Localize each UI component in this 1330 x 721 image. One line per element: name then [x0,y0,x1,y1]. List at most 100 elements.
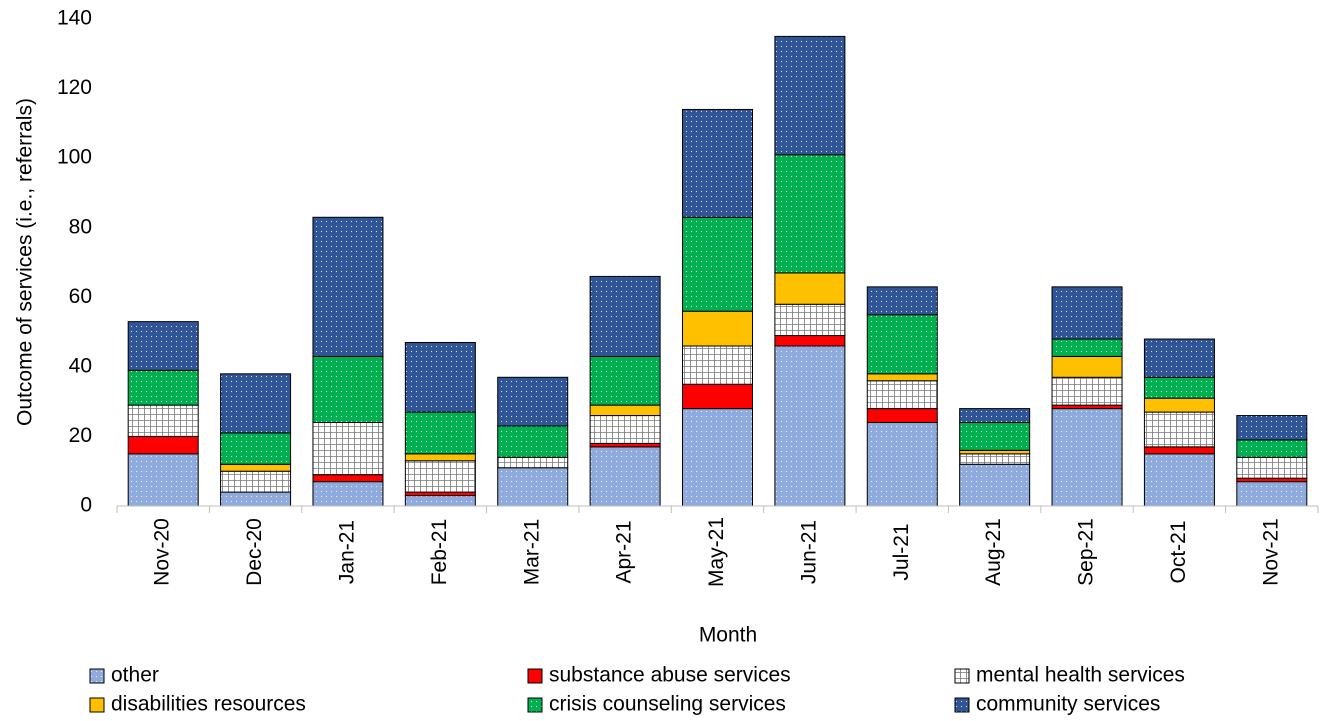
legend-label: other [111,664,159,687]
legend-label: mental health services [976,664,1185,687]
x-tick-label: Feb-21 [428,519,451,586]
bar-segment [312,474,384,483]
bar-segment [589,446,661,507]
bar-segment [127,453,199,507]
bar-segment [404,491,476,497]
y-tick-label: 140 [57,7,92,30]
bar-segment [959,449,1031,455]
bar-segment [589,404,661,417]
y-axis-title: Outcome of services (i.e., referrals) [14,98,37,426]
bar-segment [774,272,846,305]
bar-segment [127,369,199,406]
y-tick-label: 120 [57,76,92,99]
x-tick-label: Jun-21 [797,520,820,584]
bar-segment [1051,404,1123,410]
bar-segment [1143,376,1215,399]
bar-segment [127,404,199,437]
x-tick-label: Jul-21 [890,523,913,580]
bar-segment [127,435,199,455]
bar-segment [497,456,569,469]
bar-segment [220,432,292,465]
legend-swatch [527,697,543,713]
bar-segment [1236,481,1308,507]
bar-segment [866,286,938,316]
bar-segment [1051,338,1123,357]
bar-segment [682,310,753,347]
legend-label: crisis counseling services [549,693,786,716]
y-tick-label: 80 [69,215,92,238]
bar-segment [127,321,199,371]
bar-segment [774,35,846,156]
bar-segment [404,453,476,462]
bar-segment [866,314,938,375]
legend-swatch [89,668,105,684]
bar-segment [589,355,661,406]
x-tick-label: Sep-21 [1075,518,1098,586]
y-tick-label: 100 [57,146,92,169]
bar-segment [866,380,938,410]
x-tick-label: Dec-20 [243,518,266,586]
bar-segment [682,408,753,507]
y-tick-label: 20 [69,424,92,447]
bar-segment [1236,477,1308,483]
x-tick-label: Nov-21 [1259,518,1282,586]
bar-segment [1051,286,1123,340]
bar-segment [312,481,384,507]
bar-segment [682,108,753,218]
bar-segment [312,355,384,424]
legend-swatch [527,668,543,684]
bar-segment [589,415,661,444]
bar-segment [404,460,476,493]
bar-segment [312,216,384,357]
bar-segment [220,373,292,434]
bar-segment [312,422,384,476]
legend-swatch [89,697,105,713]
y-tick-label: 60 [69,285,92,308]
bar-segment [774,335,846,347]
bar-segment [774,303,846,337]
bar-segment [1236,415,1308,441]
bar-segment [404,411,476,455]
bar-segment [1143,338,1215,378]
bar-segment [1143,397,1215,413]
bar-segment [1143,446,1215,455]
bar-segment [220,463,292,472]
bar-segment [220,470,292,493]
bar-segment [589,275,661,357]
bar-segment [1236,456,1308,479]
bar-segment [959,422,1031,451]
x-tick-label: Nov-20 [151,518,174,586]
bar-segment [959,453,1031,465]
x-tick-label: Jan-21 [336,520,359,584]
bar-segment [959,408,1031,424]
legend-label: substance abuse services [549,664,791,687]
legend-label: disabilities resources [111,693,306,716]
bar-segment [1051,355,1123,378]
bar-segment [866,422,938,507]
bar-segment [774,345,846,507]
x-tick-label: Aug-21 [982,518,1005,586]
bar-segment [220,491,292,507]
bar-segment [497,467,569,507]
x-tick-label: Mar-21 [520,519,543,586]
bar-segment [1143,453,1215,507]
bar-segment [959,463,1031,507]
bar-segment [1236,439,1308,458]
bar-segment [404,495,476,507]
bar-segment [497,376,569,427]
legend-swatch [954,668,970,684]
legend-swatch [954,697,970,713]
legend-label: community services [976,693,1160,716]
bar-segment [1051,408,1123,507]
bar-segment [589,442,661,448]
bar-segment [404,342,476,413]
bar-segment [682,345,753,385]
x-axis-title: Month [699,624,757,647]
bar-segment [497,425,569,458]
x-tick-label: May-21 [705,517,728,587]
bar-segment [682,383,753,410]
bar-segment [866,408,938,424]
bar-segment [682,216,753,312]
x-tick-label: Apr-21 [613,520,636,583]
